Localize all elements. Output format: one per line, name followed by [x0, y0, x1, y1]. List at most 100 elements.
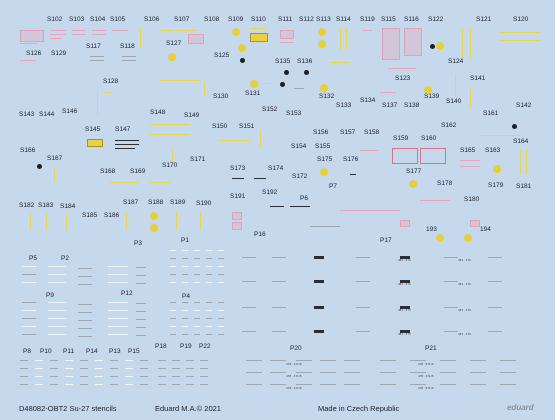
stencil-line: [200, 384, 208, 385]
stencil-line: [158, 360, 166, 361]
label-S149: S149: [184, 112, 200, 119]
stencil-line: [246, 384, 262, 385]
label-P11: P11: [63, 348, 75, 355]
label-P16: P16: [254, 231, 266, 238]
stencil-line: [254, 178, 266, 179]
stencil-line: [270, 372, 286, 373]
stencil-line: [218, 266, 224, 267]
label-S173: S173: [230, 165, 246, 172]
stencil-line: [320, 360, 336, 361]
label-S130: S130: [213, 93, 229, 100]
stencil-line: [470, 372, 486, 373]
stencil-decal: [400, 220, 410, 227]
stencil-line: [218, 274, 224, 275]
copyright: Eduard M.A.© 2021: [155, 404, 221, 413]
stencil-line: [22, 326, 36, 327]
warning-dot-decal: [320, 84, 328, 92]
stencil-line: [92, 30, 106, 31]
label-S161: S161: [483, 110, 499, 117]
stencil-line: [35, 376, 43, 377]
warning-dot-decal: [409, 180, 417, 188]
warning-dot-decal: [318, 28, 326, 36]
stencil-line: [186, 360, 194, 361]
label-S105: S105: [110, 16, 126, 23]
stencil-line: [206, 334, 212, 335]
stencil-decal: [382, 28, 400, 60]
rivet-dot-decal: [280, 82, 285, 87]
stencil-line: [296, 360, 312, 361]
label-S184: S184: [60, 203, 76, 210]
warning-dot-decal: [150, 224, 158, 232]
stencil-line: [242, 331, 256, 332]
stencil-line: [206, 274, 212, 275]
stencil-line: [194, 250, 200, 251]
label-S185: S185: [82, 212, 98, 219]
stencil-line: [140, 360, 148, 361]
label-S137: S137: [382, 102, 398, 109]
label-P20: P20: [290, 345, 302, 352]
stencil-line: [172, 360, 180, 361]
warning-dot-decal: [424, 86, 432, 94]
stencil-line: [218, 310, 224, 311]
stencil-line: [95, 384, 103, 385]
stencil-line: [48, 274, 66, 275]
stencil-line: [110, 376, 118, 377]
stencil-line: [290, 206, 310, 207]
stencil-line: [78, 284, 92, 285]
warning-dot-decal: [250, 80, 258, 88]
stencil-line: [200, 376, 208, 377]
stencil-line: [72, 30, 86, 31]
label-S136: S136: [297, 58, 313, 65]
stencil-line: [90, 60, 104, 61]
stencil-block: [400, 306, 410, 309]
stencil-line: [66, 214, 67, 230]
warning-dot-decal: [318, 40, 326, 48]
stencil-line: [112, 30, 128, 31]
label-193: 193: [426, 226, 437, 233]
stencil-line: [48, 318, 66, 319]
stencil-line: [186, 376, 194, 377]
stencil-line: [72, 34, 86, 35]
stencil-number-mark: 481 · 470: [458, 332, 471, 336]
label-S142: S142: [516, 102, 532, 109]
stencil-line: [200, 360, 208, 361]
stencil-line: [65, 368, 73, 369]
stencil-line: [48, 266, 66, 267]
label-S178: S178: [437, 180, 453, 187]
stencil-line: [206, 282, 212, 283]
stencil-line: [204, 82, 205, 96]
stencil-line: [122, 60, 136, 61]
label-P3: P3: [134, 240, 142, 247]
stencil-line: [444, 331, 458, 332]
label-S134: S134: [360, 97, 376, 104]
stencil-line: [242, 257, 256, 258]
stencil-line: [80, 384, 88, 385]
stencil-line: [48, 282, 66, 283]
label-S174: S174: [268, 165, 284, 172]
stencil-line: [104, 92, 112, 93]
label-S187: S187: [123, 199, 139, 206]
label-S103: S103: [69, 16, 85, 23]
stencil-line: [350, 174, 356, 175]
stencil-line: [150, 182, 170, 183]
stencil-line: [262, 83, 272, 84]
stencil-line: [206, 326, 212, 327]
stencil-line: [194, 318, 200, 319]
stencil-line: [440, 384, 456, 385]
stencil-line: [488, 281, 502, 282]
stencil-number-mark: 481 · 470: [398, 332, 411, 336]
stencil-line: [272, 307, 286, 308]
label-S138: S138: [404, 102, 420, 109]
label-S151: S151: [239, 123, 255, 130]
stencil-line: [158, 376, 166, 377]
stencil-line: [220, 140, 250, 141]
stencil-line: [90, 56, 104, 57]
label-S106: S106: [144, 16, 160, 23]
stencil-line: [122, 56, 136, 57]
stencil-line: [320, 384, 336, 385]
label-S132: S132: [319, 93, 335, 100]
label-S146: S146: [62, 108, 78, 115]
stencil-line: [186, 368, 194, 369]
label-S177: S177: [406, 168, 422, 175]
stencil-line: [136, 283, 146, 284]
